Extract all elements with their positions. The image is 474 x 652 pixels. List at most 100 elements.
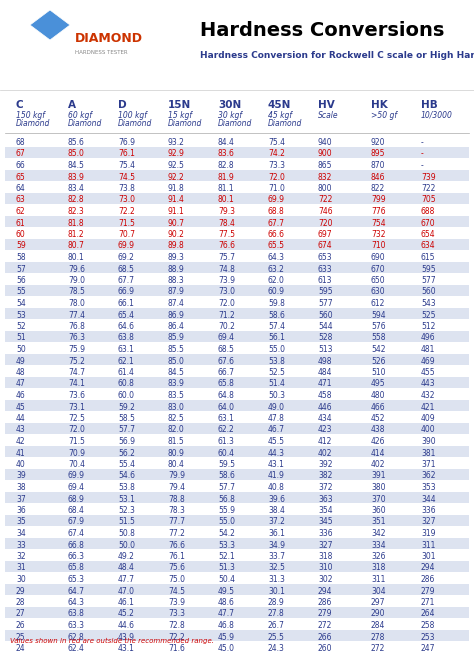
Text: 55: 55 [16, 288, 26, 297]
Text: 69.9: 69.9 [118, 241, 135, 250]
Text: 290: 290 [371, 610, 385, 619]
Text: 83.5: 83.5 [168, 391, 185, 400]
Text: 72.0: 72.0 [68, 426, 85, 434]
Text: 65.8: 65.8 [68, 563, 85, 572]
Text: 77.5: 77.5 [218, 230, 235, 239]
Text: 432: 432 [421, 391, 436, 400]
Text: 800: 800 [318, 184, 332, 193]
Text: 83.6: 83.6 [218, 149, 235, 158]
Text: 37.2: 37.2 [268, 518, 285, 527]
Text: 68.8: 68.8 [268, 207, 285, 216]
Text: 37: 37 [16, 494, 26, 503]
Text: 72.0: 72.0 [268, 173, 285, 181]
Text: 279: 279 [421, 587, 436, 595]
Bar [5, 561, 469, 572]
Text: 46.8: 46.8 [218, 621, 235, 630]
Text: 302: 302 [318, 575, 332, 584]
Text: 82.8: 82.8 [68, 196, 85, 205]
Text: 54.6: 54.6 [118, 471, 135, 481]
Text: 452: 452 [371, 414, 385, 423]
Text: 89.3: 89.3 [168, 253, 185, 262]
Text: 697: 697 [318, 230, 333, 239]
Text: 466: 466 [371, 402, 386, 411]
Text: 38: 38 [16, 483, 26, 492]
Text: 43.1: 43.1 [268, 460, 285, 469]
Text: 66.1: 66.1 [118, 299, 135, 308]
Text: 31.3: 31.3 [268, 575, 285, 584]
Text: 74.2: 74.2 [268, 149, 285, 158]
Text: 722: 722 [421, 184, 436, 193]
Bar [5, 445, 469, 457]
Text: 392: 392 [318, 460, 332, 469]
Text: 58.6: 58.6 [268, 310, 285, 319]
Text: 56: 56 [16, 276, 26, 285]
Text: 458: 458 [318, 391, 332, 400]
Text: 865: 865 [318, 161, 332, 170]
Text: 77.4: 77.4 [68, 310, 85, 319]
Text: 45 kgf: 45 kgf [268, 111, 292, 120]
Text: 412: 412 [318, 437, 332, 446]
Text: 76.6: 76.6 [218, 241, 235, 250]
Text: 54: 54 [16, 299, 26, 308]
Text: 73.8: 73.8 [118, 184, 135, 193]
Text: 34.9: 34.9 [268, 541, 285, 550]
Text: 44: 44 [16, 414, 26, 423]
Text: 42: 42 [16, 437, 26, 446]
Text: 832: 832 [318, 173, 332, 181]
Text: 85.5: 85.5 [168, 345, 185, 354]
Text: 53.8: 53.8 [268, 357, 285, 366]
Text: 595: 595 [318, 288, 333, 297]
Text: 30.1: 30.1 [268, 587, 285, 595]
Text: 558: 558 [371, 334, 385, 342]
Text: 78.8: 78.8 [168, 494, 185, 503]
Text: 56.2: 56.2 [118, 449, 135, 458]
Text: 279: 279 [318, 610, 332, 619]
Text: Hardness Conversions: Hardness Conversions [200, 20, 444, 40]
Text: 83.9: 83.9 [168, 379, 185, 389]
Text: 577: 577 [318, 299, 333, 308]
Text: 74.8: 74.8 [218, 265, 235, 273]
Text: 44.6: 44.6 [118, 621, 135, 630]
Text: 73.3: 73.3 [168, 610, 185, 619]
Text: 72.0: 72.0 [218, 299, 235, 308]
Text: 62.0: 62.0 [268, 276, 285, 285]
Text: 69.2: 69.2 [118, 253, 135, 262]
Text: 84.4: 84.4 [218, 138, 235, 147]
Text: 38.4: 38.4 [268, 506, 285, 515]
Text: 940: 940 [318, 138, 333, 147]
Text: 400: 400 [421, 426, 436, 434]
Text: 371: 371 [421, 460, 436, 469]
Text: 15N: 15N [168, 100, 191, 110]
Text: 594: 594 [371, 310, 386, 319]
Text: 78.4: 78.4 [218, 218, 235, 228]
Text: 34: 34 [16, 529, 26, 538]
Text: 83.4: 83.4 [68, 184, 85, 193]
Text: 63.3: 63.3 [68, 621, 85, 630]
Text: 45.2: 45.2 [118, 610, 135, 619]
Text: 73.3: 73.3 [268, 161, 285, 170]
Text: 51: 51 [16, 334, 26, 342]
Text: 776: 776 [371, 207, 386, 216]
Text: 654: 654 [421, 230, 436, 239]
Text: 52.3: 52.3 [118, 506, 135, 515]
Text: 402: 402 [371, 460, 385, 469]
Text: 62.8: 62.8 [68, 632, 85, 642]
Text: 66.8: 66.8 [68, 541, 85, 550]
Text: 67.7: 67.7 [268, 218, 285, 228]
Bar [5, 216, 469, 227]
Text: 74.5: 74.5 [168, 587, 185, 595]
Text: 80.1: 80.1 [218, 196, 235, 205]
Text: 89.8: 89.8 [168, 241, 185, 250]
Bar [5, 606, 469, 618]
Text: 336: 336 [318, 529, 333, 538]
Text: 327: 327 [318, 541, 332, 550]
Text: 69.9: 69.9 [68, 471, 85, 481]
Text: 85.9: 85.9 [168, 334, 185, 342]
Text: 30 kgf: 30 kgf [218, 111, 242, 120]
Text: 58: 58 [16, 253, 26, 262]
Text: 414: 414 [371, 449, 385, 458]
Text: 63.1: 63.1 [118, 345, 135, 354]
Text: 69.9: 69.9 [268, 196, 285, 205]
Text: 705: 705 [421, 196, 436, 205]
Text: 80.4: 80.4 [168, 460, 185, 469]
